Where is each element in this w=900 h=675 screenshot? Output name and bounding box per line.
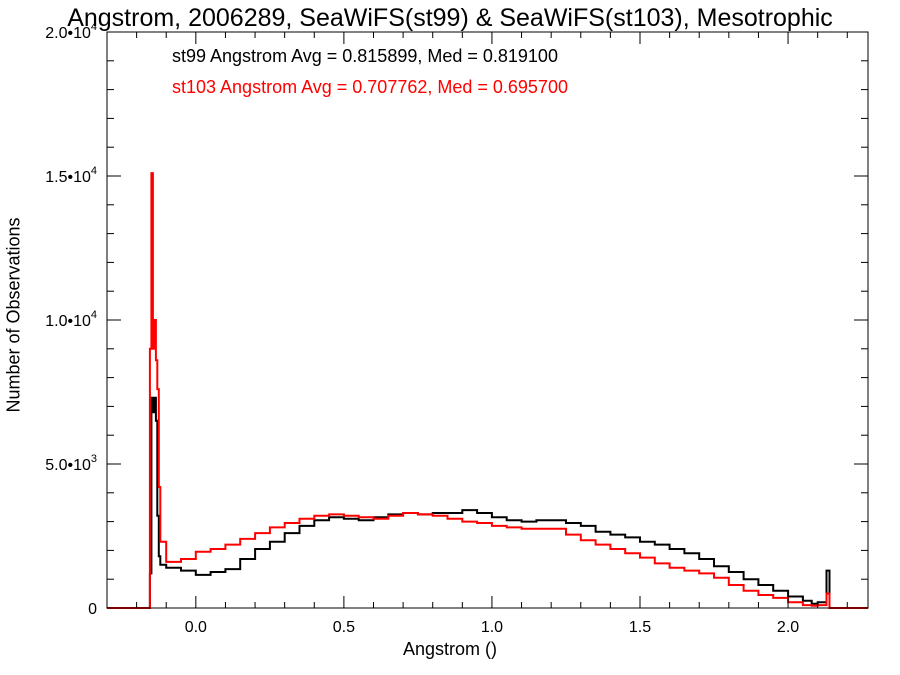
y-tick-label: 0 xyxy=(88,601,97,618)
x-tick-label: 1.0 xyxy=(481,619,503,636)
y-tick-label: 2.0•104 xyxy=(45,21,97,42)
st99-histogram-line xyxy=(107,396,868,609)
y-tick-label: 5.0•103 xyxy=(45,453,97,474)
series-layer xyxy=(107,172,868,609)
y-tick-label: 1.5•104 xyxy=(45,165,97,186)
x-axis-label: Angstrom () xyxy=(402,639,498,659)
x-tick-label: 0.5 xyxy=(333,619,355,636)
st103-stats-annotation: st103 Angstrom Avg = 0.707762, Med = 0.6… xyxy=(172,77,568,97)
st103-histogram-line xyxy=(107,172,868,609)
x-tick-label: 1.5 xyxy=(629,619,651,636)
plot-frame xyxy=(106,31,869,609)
x-tick-label: 0.0 xyxy=(185,619,207,636)
axes-layer: 0.0 0.5 1.0 1.5 2.0 0 5.0•103 1.0•104 1.5•104 2.0… xyxy=(45,21,868,636)
x-tick-label: 2.0 xyxy=(777,619,799,636)
y-tick-label: 1.0•104 xyxy=(45,309,97,330)
st99-stats-annotation: st99 Angstrom Avg = 0.815899, Med = 0.81… xyxy=(172,46,558,66)
chart-title: Angstrom, 2006289, SeaWiFS(st99) & SeaWi… xyxy=(67,4,833,32)
